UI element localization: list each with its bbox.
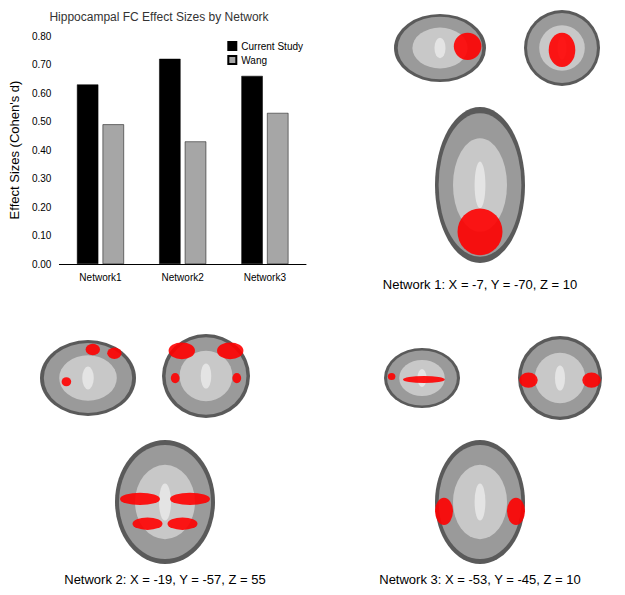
svg-text:0.40: 0.40 bbox=[32, 145, 52, 156]
svg-text:0.60: 0.60 bbox=[32, 88, 52, 99]
html-text:Network 1: X = -7, Y = -70, Z: Network 1: X = -7, Y = -70, Z = 10 bbox=[382, 277, 578, 292]
html-text:Network 2: X = -19, Y = -57, Z: Network 2: X = -19, Y = -57, Z = 55 bbox=[64, 572, 266, 587]
svg-text:0.70: 0.70 bbox=[32, 59, 52, 70]
svg-text:0.50: 0.50 bbox=[32, 116, 52, 127]
svg-text:0.00: 0.00 bbox=[32, 259, 52, 270]
svg-text:Wang: Wang bbox=[241, 55, 267, 66]
svg-text:0.10: 0.10 bbox=[32, 230, 52, 241]
svg-text:Current Study: Current Study bbox=[241, 41, 303, 52]
svg-text:Network3: Network3 bbox=[244, 272, 287, 283]
svg-text:Network1: Network1 bbox=[79, 272, 122, 283]
svg-text:Hippocampal FC Effect Sizes by: Hippocampal FC Effect Sizes by Network bbox=[49, 10, 269, 24]
svg-text:Effect Sizes (Cohen's d): Effect Sizes (Cohen's d) bbox=[7, 81, 22, 220]
svg-text:0.30: 0.30 bbox=[32, 173, 52, 184]
svg-text:0.80: 0.80 bbox=[32, 31, 52, 42]
svg-text:0.20: 0.20 bbox=[32, 202, 52, 213]
html-text:Network 3: X = -53, Y = -45, Z: Network 3: X = -53, Y = -45, Z = 10 bbox=[379, 572, 581, 587]
svg-text:Network2: Network2 bbox=[162, 272, 205, 283]
